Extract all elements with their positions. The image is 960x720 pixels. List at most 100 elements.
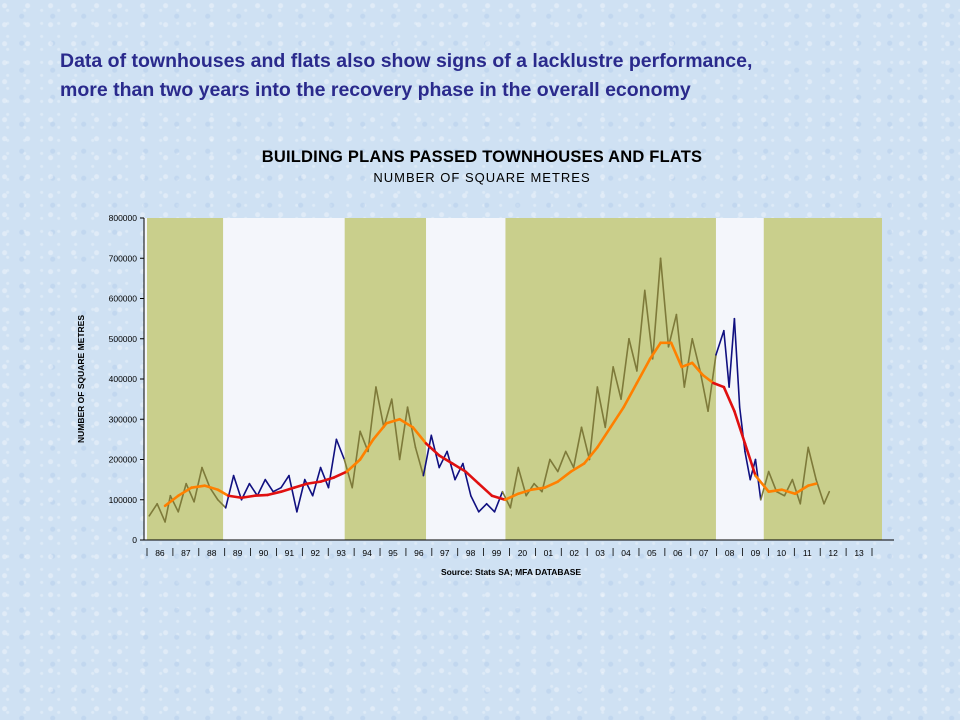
x-tick-label-24: 10 [777,548,787,558]
monthly-series-segment-85 [799,446,810,505]
x-tick-label-10: 96 [414,548,424,558]
x-tick-label-16: 02 [569,548,579,558]
monthly-series-segment-15 [264,478,274,493]
monthly-series-segment-25 [343,458,354,489]
x-tick-label-18: 04 [621,548,631,558]
monthly-series-segment-88 [823,490,831,505]
monthly-series-segment-58 [604,366,614,429]
headline: Data of townhouses and flats also show s… [60,47,940,105]
trend-series-segment-48 [767,488,784,494]
trend-series-segment-41 [690,361,705,377]
monthly-series-segment-29 [375,386,385,429]
monthly-series-segment-41 [470,494,480,513]
monthly-series-segment-53 [564,450,575,469]
x-tick-label-15: 01 [544,548,554,558]
x-tick-label-4: 90 [259,548,269,558]
monthly-series-segment-16 [272,486,282,493]
trend-series-segment-4 [216,488,230,498]
trend-series-segment-26 [503,492,520,502]
monthly-series-segment-50 [541,458,551,493]
monthly-series-segment-13 [248,482,259,497]
chart-subtitle: NUMBER OF SQUARE METRES [373,170,591,185]
monthly-series-segment-30 [383,398,393,429]
x-tick-label-23: 09 [751,548,761,558]
y-tick-label-3: 300000 [109,414,138,424]
x-axis-label: Source: Stats SA; MFA DATABASE [441,567,581,577]
monthly-series-segment-65 [659,257,670,348]
monthly-series-segment-31 [390,398,401,461]
x-tick-label-0: 86 [155,548,165,558]
trend-series-segment-43 [712,381,726,389]
monthly-series-segment-1 [156,502,166,523]
monthly-series-segment-10 [224,474,235,509]
trend-series-segment-28 [530,486,546,491]
trend-series-segment-46 [743,442,757,477]
trend-series-segment-11 [306,480,322,485]
y-tick-label-8: 800000 [109,213,138,223]
trend-series-segment-34 [609,405,626,429]
x-tick-label-11: 97 [440,548,450,558]
x-tick-label-6: 92 [311,548,321,558]
monthly-series-segment-35 [422,434,433,477]
monthly-series-segment-38 [446,450,456,481]
monthly-series-segment-9 [217,498,227,509]
monthly-series-segment-22 [319,466,330,489]
monthly-series-segment-61 [628,337,638,372]
monthly-series-segment-69 [691,337,701,372]
trend-series-segment-19 [411,425,428,445]
monthly-series-segment-81 [767,470,778,493]
monthly-series-segment-6 [193,466,203,503]
trend-series-segment-21 [437,454,454,465]
shaded-period-2 [505,218,716,540]
trend-series-segment-32 [582,446,599,465]
chart-title: BUILDING PLANS PASSED TOWNHOUSES AND FLA… [261,148,703,166]
monthly-series-segment-28 [367,386,377,453]
monthly-series-segment-62 [636,289,646,372]
monthly-series-segment-72 [715,329,725,356]
y-tick-label-1: 100000 [109,495,138,505]
monthly-series-segment-46 [509,466,520,509]
x-tick-label-2: 88 [207,548,217,558]
monthly-series-segment-57 [596,386,607,429]
shaded-period-3 [763,218,882,540]
monthly-series-segment-43 [485,502,496,513]
headline-line-1: Data of townhouses and flats also show s… [60,50,753,72]
monthly-series-segment-70 [699,370,709,413]
trend-series-segment-40 [680,361,694,369]
trend-series-segment-49 [780,488,797,496]
trend-series-segment-14 [345,458,362,473]
y-axis-label: NUMBER OF SQUARE METRES [76,315,86,443]
monthly-series-segment-82 [775,490,786,497]
x-tick-label-13: 99 [492,548,502,558]
monthly-series-segment-64 [651,257,662,360]
monthly-series-segment-59 [612,366,622,400]
trend-series-segment-5 [227,494,243,500]
trend-series-segment-6 [240,494,256,500]
trend-series-segment-25 [490,494,507,502]
y-tick-label-0: 0 [132,535,137,545]
x-tick-label-12: 98 [466,548,476,558]
trend-series-segment-47 [754,474,770,494]
trend-series-segment-24 [477,482,494,498]
trend-series-segment-2 [190,484,206,489]
y-tick-label-5: 500000 [109,334,138,344]
monthly-series-segment-40 [462,462,472,497]
trend-series-segment-20 [424,442,441,457]
trend-series-segment-31 [569,462,586,473]
trend-series-segment-23 [464,470,481,485]
trend-series-segment-12 [319,476,336,483]
y-tick-label-6: 600000 [109,294,138,304]
trend-series-segment-37 [648,341,662,361]
monthly-series-segment-0 [148,502,158,517]
x-tick-label-3: 89 [233,548,243,558]
x-tick-label-26: 12 [828,548,838,558]
monthly-series-segment-83 [783,478,794,497]
trend-series-segment-1 [176,486,193,498]
trend-series-segment-13 [332,470,349,479]
monthly-series-segment-17 [280,474,290,489]
x-tick-label-14: 20 [518,548,528,558]
monthly-series-segment-54 [572,426,583,469]
monthly-series-segment-20 [303,478,314,497]
y-tick-label-4: 400000 [109,374,138,384]
monthly-series-segment-2 [164,494,172,523]
